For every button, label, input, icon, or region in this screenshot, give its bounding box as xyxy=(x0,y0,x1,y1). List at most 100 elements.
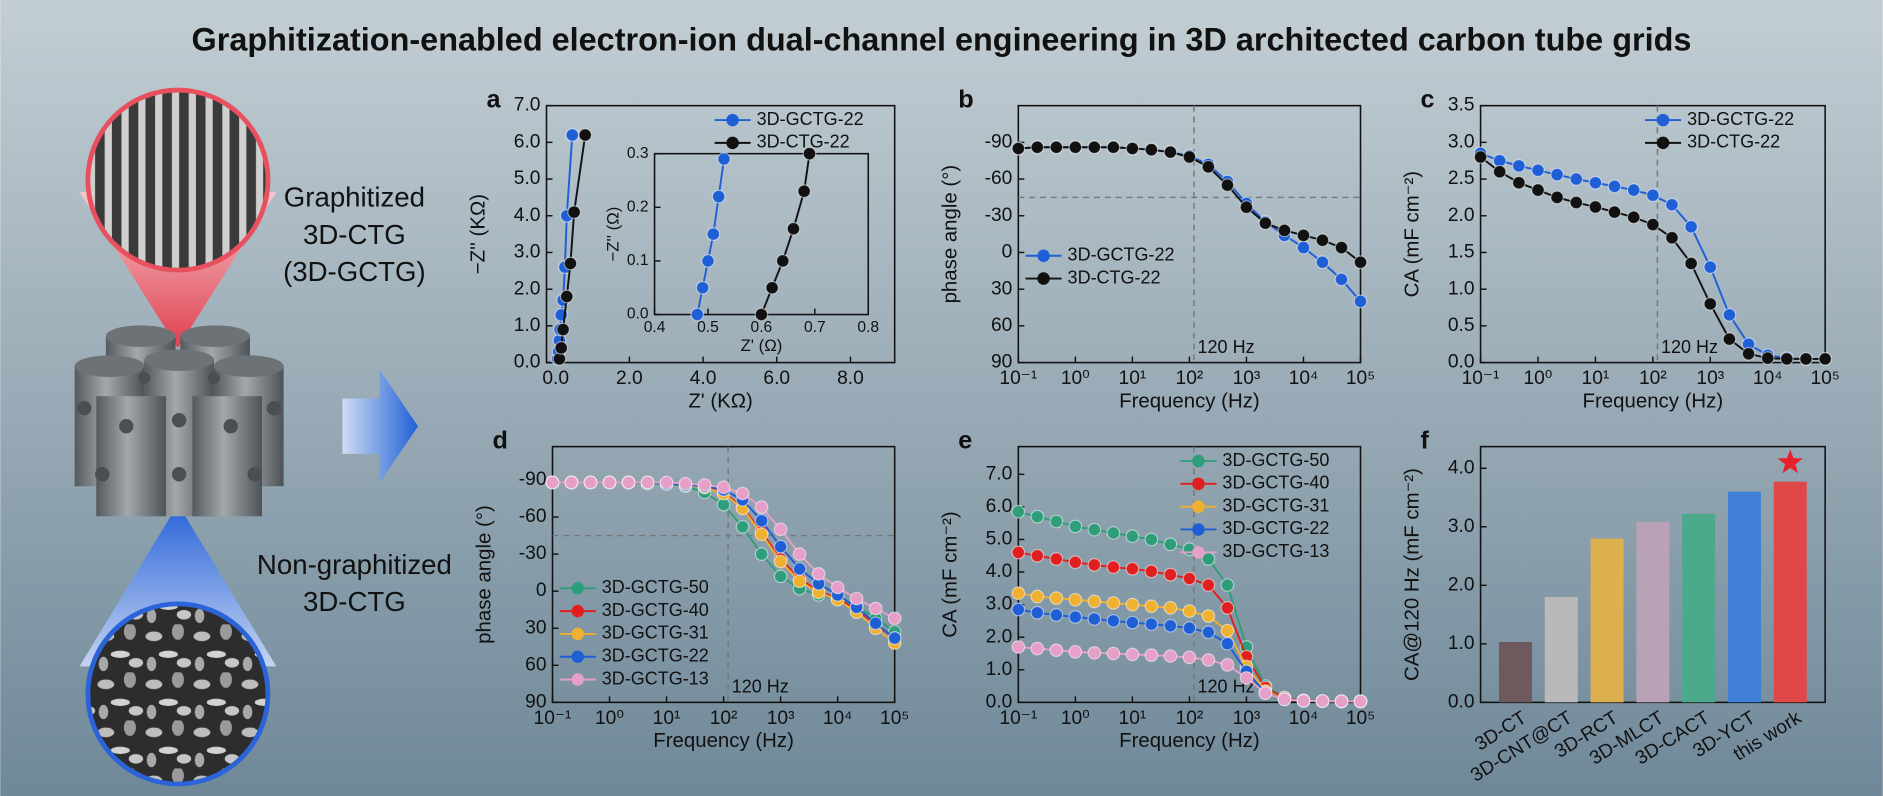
legend-label: 3D-GCTG-13 xyxy=(602,668,709,688)
y-tick-label: 2.0 xyxy=(1448,205,1475,226)
data-point xyxy=(1011,586,1026,601)
x-tick-label: 0.4 xyxy=(644,319,666,336)
data-point xyxy=(556,322,570,337)
data-point xyxy=(583,475,598,490)
y-tick-label: 3.0 xyxy=(1448,131,1475,152)
data-point xyxy=(1144,142,1159,157)
data-point xyxy=(1144,648,1159,662)
legend-label: 3D-GCTG-50 xyxy=(1222,450,1329,470)
illustration-label: (3D-GCTG) xyxy=(283,256,426,287)
x-tick-label: 10⁴ xyxy=(1289,368,1319,389)
annotation: 120 Hz xyxy=(1198,337,1255,357)
data-point xyxy=(1144,599,1159,614)
y-tick-label: 90 xyxy=(991,352,1012,373)
data-point xyxy=(802,146,817,161)
data-point xyxy=(1703,297,1718,311)
y-tick-label: 3.0 xyxy=(514,242,541,263)
data-point xyxy=(868,616,883,631)
data-point xyxy=(1144,564,1159,579)
data-point xyxy=(1220,578,1235,592)
legend-label: 3D-GCTG-31 xyxy=(602,623,709,643)
bar xyxy=(1682,513,1716,703)
figure-title: Graphitization-enabled electron-ion dual… xyxy=(192,22,1692,58)
data-point xyxy=(1163,649,1178,663)
arrow xyxy=(342,369,419,483)
data-point xyxy=(701,254,715,268)
data-point xyxy=(754,307,769,322)
data-point xyxy=(1182,571,1197,586)
data-point xyxy=(1296,228,1311,243)
legend-marker xyxy=(571,604,584,618)
data-point xyxy=(565,128,580,142)
y-tick-label: 7.0 xyxy=(514,95,541,116)
legend-marker xyxy=(1656,113,1670,127)
data-point xyxy=(554,341,569,355)
x-tick-label: 10⁻¹ xyxy=(999,708,1037,729)
data-point xyxy=(1277,223,1292,238)
data-point xyxy=(1239,200,1254,215)
annotation: 120 Hz xyxy=(732,677,789,697)
legend-marker xyxy=(1037,249,1050,262)
y-tick-label: 0 xyxy=(536,580,547,601)
data-point xyxy=(1125,141,1140,156)
x-tick-label: 6.0 xyxy=(763,368,790,389)
plot-frame xyxy=(545,104,896,364)
graphitized-micrograph xyxy=(87,90,268,271)
legend-marker xyxy=(571,650,584,663)
data-point xyxy=(690,307,705,322)
bar xyxy=(1727,491,1761,703)
data-point xyxy=(773,539,788,554)
legend-marker xyxy=(1656,136,1670,150)
x-tick-label: 10⁻¹ xyxy=(999,368,1037,389)
carbon-tube-grid xyxy=(74,325,284,517)
y-tick-label: 0.5 xyxy=(1448,315,1475,336)
y-axis-label: −Z'' (Ω) xyxy=(603,207,622,262)
y-tick-label: 6.0 xyxy=(514,131,541,152)
bar xyxy=(1590,538,1624,703)
x-tick-label: 10³ xyxy=(767,708,795,729)
y-tick-label: 3.5 xyxy=(1448,95,1475,116)
legend-marker xyxy=(571,673,584,686)
x-axis-label: Frequency (Hz) xyxy=(653,730,794,752)
y-tick-label: 2.0 xyxy=(514,278,541,299)
data-point xyxy=(1258,686,1273,701)
data-point xyxy=(1334,694,1349,709)
data-point xyxy=(1201,578,1216,592)
data-point xyxy=(697,478,712,492)
data-point xyxy=(1569,172,1584,186)
data-point xyxy=(1607,179,1622,194)
data-point xyxy=(1665,230,1679,245)
data-point xyxy=(1684,219,1698,234)
x-tick-label: 2.0 xyxy=(616,368,643,389)
y-tick-label: 0 xyxy=(1002,242,1013,263)
data-point xyxy=(754,527,769,542)
y-tick-label: 60 xyxy=(525,654,546,675)
data-point xyxy=(1626,210,1641,225)
y-tick-label: 1.0 xyxy=(1448,633,1475,654)
data-point xyxy=(1011,545,1026,560)
data-point xyxy=(1087,612,1102,626)
x-tick-label: 0.8 xyxy=(857,319,879,336)
data-point xyxy=(1163,537,1178,552)
x-axis-label: Z' (Ω) xyxy=(740,336,782,355)
y-tick-label: 1.0 xyxy=(986,659,1013,680)
illustration-label: 3D-CTG xyxy=(303,586,406,617)
data-point xyxy=(786,221,801,236)
data-point xyxy=(1011,602,1026,617)
x-tick-label: 10² xyxy=(1176,708,1204,729)
annotation: 120 Hz xyxy=(1661,337,1718,357)
x-axis-label: Z' (KΩ) xyxy=(688,390,752,412)
y-tick-label: 0.0 xyxy=(986,691,1013,712)
data-point xyxy=(1626,183,1641,197)
data-point xyxy=(1163,145,1178,159)
data-point xyxy=(773,522,788,537)
data-point xyxy=(1106,526,1121,540)
y-axis-label: −Z'' (KΩ) xyxy=(468,194,490,274)
data-point xyxy=(1030,548,1045,563)
legend-marker xyxy=(571,582,584,595)
data-point xyxy=(1353,694,1368,709)
data-point xyxy=(1201,609,1216,623)
data-point xyxy=(1531,183,1545,197)
data-point xyxy=(1334,272,1349,287)
